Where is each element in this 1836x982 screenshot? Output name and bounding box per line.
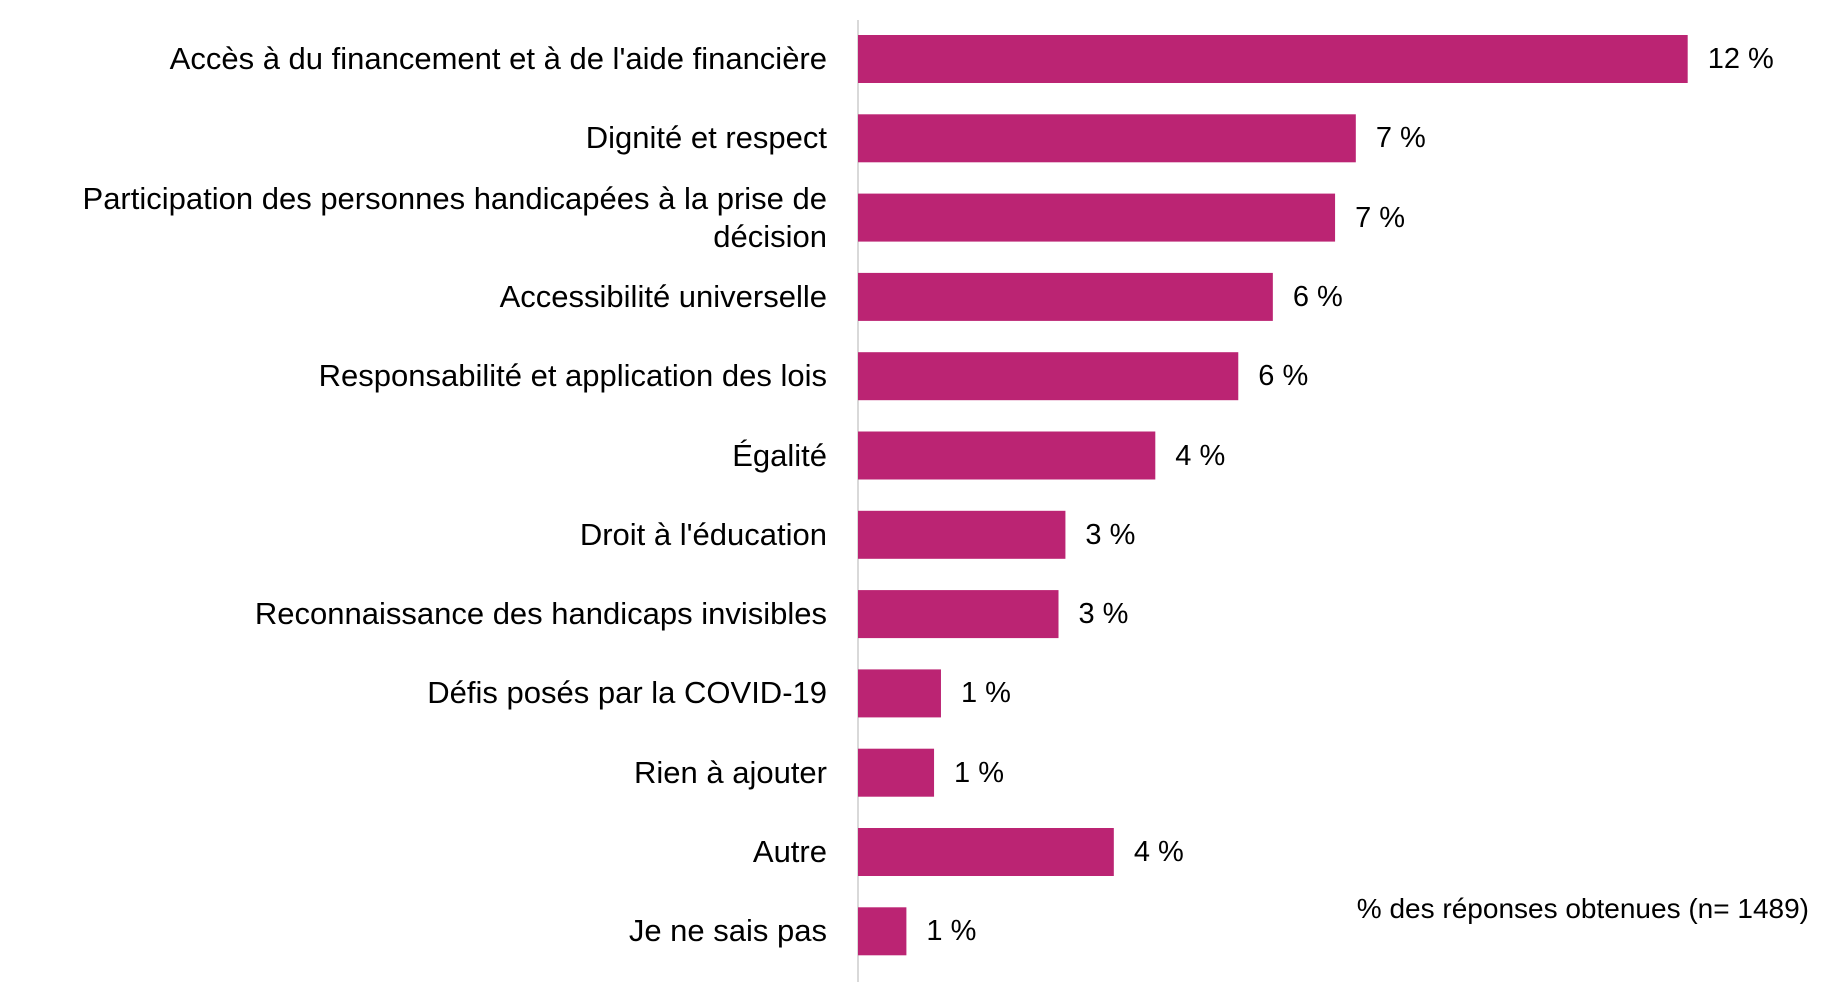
- data-label: 1 %: [926, 915, 977, 948]
- bar: [858, 748, 935, 797]
- category-label: Égalité: [732, 437, 827, 473]
- category-label: Droit à l'éducation: [579, 516, 827, 552]
- category-label: Rien à ajouter: [633, 754, 827, 790]
- category-label: Accessibilité universelle: [499, 278, 827, 314]
- category-label: Je ne sais pas: [628, 913, 827, 949]
- data-label: 3 %: [1085, 518, 1136, 551]
- data-label: 7 %: [1375, 122, 1426, 155]
- category-label: Reconnaissance des handicaps invisibles: [254, 596, 827, 632]
- data-label: 4 %: [1175, 439, 1226, 472]
- data-label: 1 %: [960, 677, 1011, 710]
- category-label: Autre: [752, 834, 827, 869]
- category-label: Dignité et respect: [585, 120, 827, 156]
- category-label: Participation des personnes handicapées …: [82, 180, 827, 254]
- category-label: Responsabilité et application des lois: [318, 358, 827, 394]
- data-label: 7 %: [1355, 201, 1406, 234]
- data-label: 3 %: [1078, 598, 1129, 631]
- bar: [858, 35, 1688, 83]
- bar: [858, 828, 1114, 876]
- data-label: 6 %: [1292, 280, 1343, 313]
- bar: [858, 590, 1059, 639]
- bar: [858, 510, 1066, 559]
- bar: [858, 272, 1273, 321]
- bar: [858, 907, 907, 956]
- bar: [858, 669, 941, 718]
- chart-note: % des réponses obtenues (n= 1489): [1356, 893, 1809, 924]
- bar: [858, 431, 1156, 480]
- bar: [858, 114, 1356, 163]
- category-label: Défis posés par la COVID-19: [427, 675, 827, 711]
- bar: [858, 352, 1239, 401]
- bar: [858, 193, 1336, 242]
- data-label: 1 %: [954, 756, 1005, 789]
- data-label: 12 %: [1707, 43, 1774, 75]
- category-label: Accès à du financement et à de l'aide fi…: [169, 41, 827, 76]
- data-label: 4 %: [1133, 836, 1184, 868]
- data-label: 6 %: [1258, 360, 1309, 393]
